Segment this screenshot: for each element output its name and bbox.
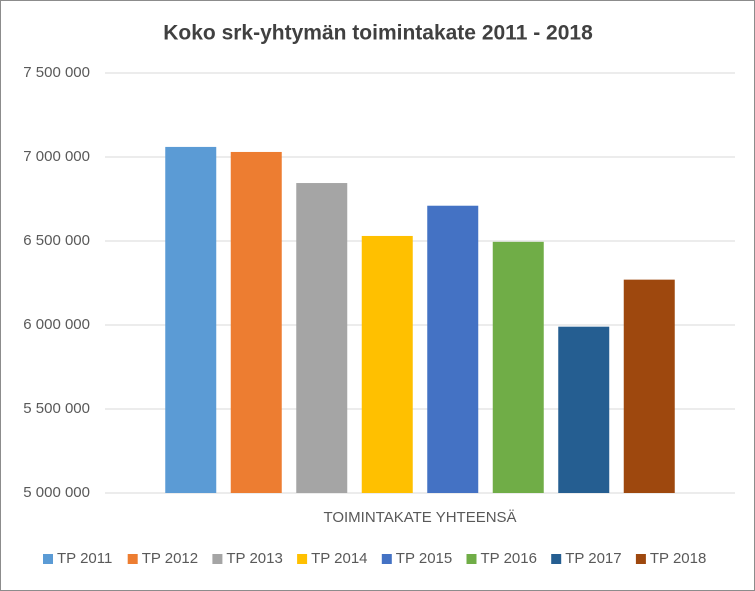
- x-tick-label: TOIMINTAKATE YHTEENSÄ: [323, 509, 516, 526]
- bar: [558, 326, 610, 493]
- legend-label: TP 2016: [481, 550, 537, 567]
- bar: [623, 279, 675, 493]
- legend-marker: [381, 554, 392, 564]
- bar: [230, 151, 282, 493]
- legend-label: TP 2014: [311, 550, 367, 567]
- bar: [165, 146, 217, 494]
- y-tick-label: 7 000 000: [23, 148, 90, 165]
- legend-label: TP 2018: [650, 550, 706, 567]
- legend-label: TP 2017: [565, 550, 621, 567]
- legend-marker: [635, 554, 646, 564]
- bar: [361, 235, 413, 493]
- legend-marker: [466, 554, 477, 564]
- legend-marker: [551, 554, 562, 564]
- legend-marker: [43, 554, 53, 564]
- legend-label: TP 2011: [57, 550, 112, 567]
- y-tick-label: 6 000 000: [23, 316, 90, 333]
- legend-marker: [212, 554, 223, 564]
- legend-label: TP 2015: [396, 550, 452, 567]
- chart-title: Koko srk-yhtymän toimintakate 2011 - 201…: [163, 22, 593, 45]
- legend-label: TP 2013: [226, 550, 282, 567]
- y-tick-label: 7 500 000: [23, 64, 90, 81]
- bar: [492, 241, 544, 493]
- legend-label: TP 2012: [142, 550, 198, 567]
- legend-marker: [297, 554, 308, 564]
- bar: [296, 183, 348, 494]
- y-tick-label: 5 500 000: [23, 400, 90, 417]
- y-tick-label: 5 000 000: [23, 484, 90, 501]
- bar: [427, 205, 479, 493]
- legend-marker: [127, 554, 138, 564]
- y-tick-label: 6 500 000: [23, 232, 90, 249]
